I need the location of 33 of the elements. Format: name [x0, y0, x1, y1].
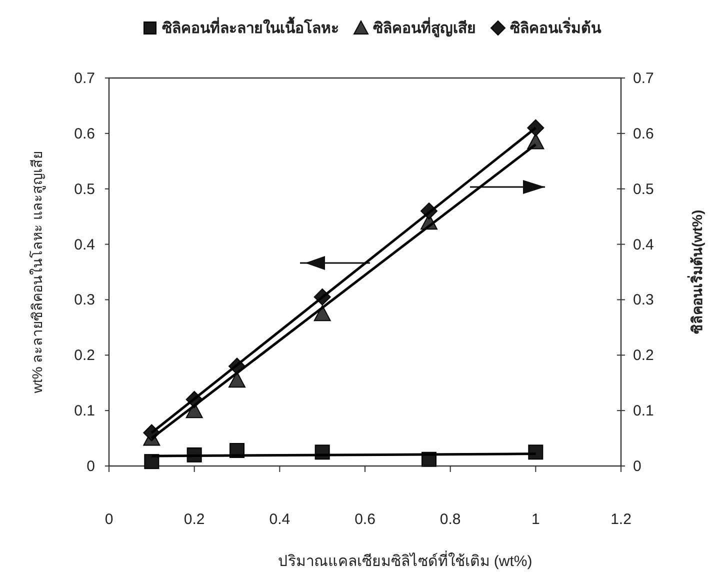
y-tick-label: 0.3 [74, 292, 95, 309]
point [528, 444, 544, 460]
y2-tick-label: 0 [633, 458, 642, 475]
y2-tick-label: 0.7 [633, 70, 654, 87]
x-tick-label: 0 [104, 511, 114, 528]
x-tick-label: 1.2 [610, 511, 632, 528]
y-tick-label: 0.2 [74, 347, 95, 364]
legend-label: ซิลิคอนเริ่มต้น [510, 17, 602, 37]
point [314, 305, 331, 322]
point [144, 454, 160, 470]
y-tick-label: 0.7 [74, 70, 95, 87]
y2-tick-label: 0.1 [633, 402, 654, 420]
x-tick-label: 0.6 [354, 511, 376, 528]
y-tick-label: 0.6 [74, 125, 95, 142]
y2-tick-label: 0.2 [633, 347, 654, 364]
y-tick-label: 0.4 [74, 236, 95, 254]
y2-axis-title: ซิลิคอนเริ่มต้น(wt%) [687, 210, 705, 334]
legend-label: ซิลิคอนที่สูญเสีย [373, 17, 476, 38]
y2-tick-label: 0.3 [633, 292, 654, 309]
legend-label: ซิลิคอนที่ละลายในเนื้อโลหะ [162, 16, 339, 37]
y2-tick-label: 0.6 [633, 125, 654, 142]
y-axis-title: wt% ละลายซิลิคอนในโลหะ และสูญเสีย [29, 150, 46, 394]
point [228, 372, 246, 388]
y-tick-label: 0.5 [74, 180, 95, 198]
x-tick-label: 0.8 [440, 511, 461, 528]
y2-tick-label: 0.4 [633, 236, 654, 254]
x-tick-label: 0.4 [269, 511, 290, 528]
x-axis-title: ปริมาณแคลเซียมซิลิไซด์ที่ใช้เติม (wt%) [278, 550, 532, 570]
y-tick-label: 0.1 [74, 402, 95, 420]
x-tick-label: 1 [531, 511, 540, 528]
y-tick-label: 0 [86, 458, 95, 475]
x-tick-label: 0.2 [184, 511, 205, 528]
y2-tick-label: 0.5 [633, 180, 654, 198]
